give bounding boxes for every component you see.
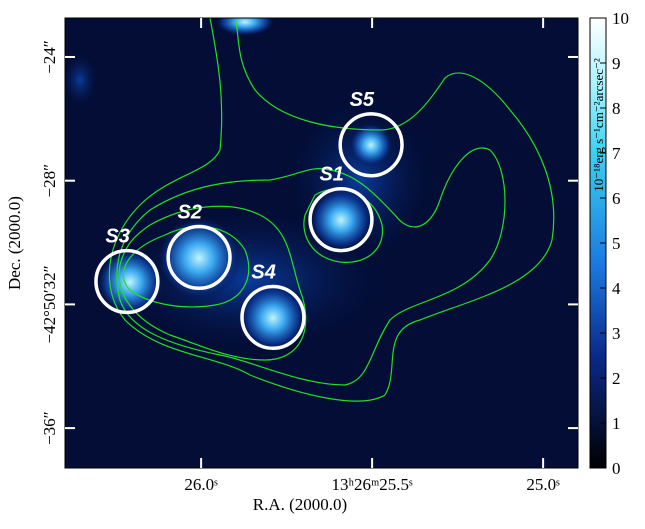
x-tick-label: 26.0ˢ (184, 475, 218, 494)
y-axis-label: Dec. (2000.0) (5, 196, 24, 290)
source-label: S1 (319, 164, 343, 186)
x-axis-label: R.A. (2000.0) (253, 495, 347, 514)
y-tick-label: −42°50′32″ (40, 265, 59, 343)
colorbar-tick-label: 5 (612, 234, 621, 253)
source-aperture (240, 284, 306, 351)
emission (239, 284, 307, 352)
colorbar-label: 10⁻¹⁸erg s⁻¹cm⁻²arcsec⁻² (591, 58, 606, 192)
source-aperture (338, 112, 404, 178)
colorbar-tick-label: 3 (612, 324, 621, 343)
colorbar-tick-label: 1 (612, 414, 621, 433)
source-label: S2 (178, 201, 202, 223)
y-tick-label: −28″ (40, 164, 59, 198)
x-tick-label: 13ʰ26ᵐ25.5ˢ (332, 475, 414, 494)
plot-frame (64, 17, 579, 469)
x-tick-label: 25.0ˢ (526, 475, 560, 494)
source-aperture (308, 186, 374, 253)
colorbar-tick-label: 6 (612, 189, 621, 208)
colorbar-tick-label: 10 (612, 9, 629, 28)
contour (108, 18, 555, 402)
haze (65, 50, 100, 110)
source-aperture (166, 224, 232, 291)
emission (309, 188, 373, 252)
y-tick-label: −36″ (40, 411, 59, 445)
source-label: S4 (251, 261, 275, 283)
emission (349, 123, 393, 167)
source-label: S5 (350, 89, 375, 111)
y-tick-label: −24″ (40, 40, 59, 74)
colorbar-tick-label: 8 (612, 99, 621, 118)
colorbar-tick-label: 9 (612, 54, 621, 73)
colorbar-tick-label: 7 (612, 144, 621, 163)
contour (118, 205, 307, 361)
image (65, 18, 578, 468)
source-aperture (94, 248, 160, 315)
colorbar-tick-label: 4 (612, 279, 621, 298)
contour (122, 226, 250, 308)
haze (215, 18, 275, 36)
colorbar-tick-label: 2 (612, 369, 621, 388)
colorbar-tick-label: 0 (612, 459, 621, 478)
source-label: S3 (105, 226, 129, 248)
contour (116, 147, 506, 386)
